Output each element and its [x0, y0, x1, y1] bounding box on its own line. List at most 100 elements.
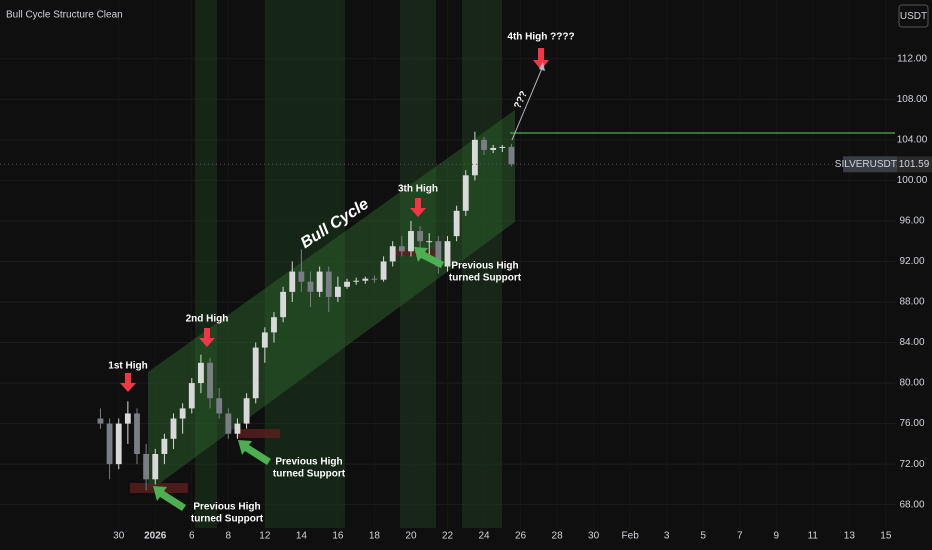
symbol-box	[843, 156, 897, 173]
candle-body	[271, 317, 277, 333]
x-tick-label: 15	[880, 531, 892, 542]
currency-box	[898, 4, 929, 28]
annotation: 1st High	[108, 361, 147, 372]
arrow-down	[533, 48, 549, 70]
candle-body	[417, 231, 424, 242]
candles	[97, 131, 515, 491]
candle-body	[316, 271, 323, 292]
candle-body	[115, 423, 122, 465]
arrow-support	[153, 486, 186, 511]
y-tick-label: 104.00	[897, 134, 928, 145]
annotation: Previous High	[451, 261, 518, 272]
x-tick-label: 9	[773, 531, 779, 542]
y-tick-label: 96.00	[899, 216, 924, 227]
candle-body	[261, 332, 268, 348]
candle-body	[462, 175, 469, 211]
y-tick-label: 88.00	[899, 297, 924, 308]
candle-body	[234, 423, 241, 434]
x-tick-label: 28	[552, 531, 564, 542]
highlight-bands	[195, 0, 502, 528]
candle-body	[389, 246, 396, 262]
candle-body	[444, 241, 451, 267]
candle-body	[252, 347, 259, 399]
y-tick-label: 76.00	[899, 418, 924, 429]
candle-body	[435, 241, 442, 267]
chart-title: Bull Cycle Structure Clean	[6, 10, 123, 21]
annotation: turned Support	[449, 273, 522, 284]
y-tick-label: 112.00	[897, 53, 927, 64]
annotation: Previous High	[275, 457, 342, 468]
candle-body	[216, 398, 223, 414]
arrow-down	[120, 373, 136, 392]
annotation: turned Support	[273, 469, 346, 480]
annotation: 3th High	[398, 184, 438, 195]
candle-body	[207, 362, 213, 399]
y-tick-label: 72.00	[899, 459, 924, 470]
candle-body	[398, 246, 405, 252]
candle-body	[152, 453, 159, 480]
x-tick-label: 18	[369, 531, 381, 542]
candle-body	[380, 261, 387, 280]
candle-body	[307, 281, 314, 292]
x-tick-label: 22	[442, 531, 454, 542]
x-tick-label: 2026	[144, 531, 167, 542]
x-tick-label: 30	[113, 531, 125, 542]
candle-body	[243, 398, 250, 424]
symbol-label: SILVERUSDT.P	[835, 159, 906, 170]
x-tick-label: 26	[515, 531, 527, 542]
annotation: turned Support	[191, 514, 264, 525]
currency: USDT	[900, 11, 927, 22]
candle-body	[188, 383, 195, 409]
candle-body	[289, 271, 296, 292]
x-tick-label: 3	[664, 531, 670, 542]
candle-body	[371, 278, 378, 280]
x-tick-label: 20	[405, 531, 417, 542]
y-tick-label: 108.00	[897, 94, 928, 105]
x-tick-label: 6	[189, 531, 195, 542]
candle-body	[334, 286, 341, 297]
candle-body	[499, 146, 506, 148]
band	[462, 0, 502, 528]
candle-body	[508, 146, 515, 165]
x-tick-label: 16	[332, 531, 344, 542]
support-zone	[236, 429, 280, 438]
arrow-support	[414, 247, 444, 268]
x-tick-label: 7	[737, 531, 743, 542]
candle-body	[170, 418, 177, 439]
x-tick-label: 8	[226, 531, 232, 542]
candle-body	[280, 291, 287, 318]
band	[400, 0, 436, 528]
arrow-down	[199, 328, 215, 347]
x-tick-label: 5	[700, 531, 706, 542]
candle-body	[471, 139, 478, 176]
green-arrows	[153, 247, 444, 511]
candle-body	[453, 210, 460, 237]
candle-body	[143, 453, 150, 480]
x-tick-label: 11	[808, 531, 819, 542]
y-tick-label: 68.00	[899, 499, 924, 510]
candle-body	[97, 418, 104, 424]
annotation: 4th High ????	[507, 32, 574, 43]
candle-body	[134, 413, 140, 454]
red-arrows	[120, 48, 549, 392]
x-tick-label: 24	[478, 531, 490, 542]
y-tick-label: 100.00	[897, 175, 928, 186]
arrow-down	[410, 198, 426, 217]
candle-body	[490, 147, 497, 150]
candle-body	[325, 271, 332, 297]
candle-body	[298, 271, 305, 282]
y-tick-label: 84.00	[899, 337, 924, 348]
candle-body	[344, 281, 350, 287]
annotation: 2nd High	[186, 314, 229, 325]
x-tick-label: 14	[296, 531, 308, 542]
candle-body	[124, 413, 131, 424]
band	[265, 0, 345, 528]
last-price-label: 101.59	[899, 159, 930, 170]
candle-body	[353, 280, 360, 282]
candle-body	[106, 423, 113, 465]
candle-body	[362, 278, 369, 281]
projection-head	[539, 62, 545, 71]
x-tick-label: 12	[259, 531, 271, 542]
annotation: Previous High	[193, 502, 260, 513]
